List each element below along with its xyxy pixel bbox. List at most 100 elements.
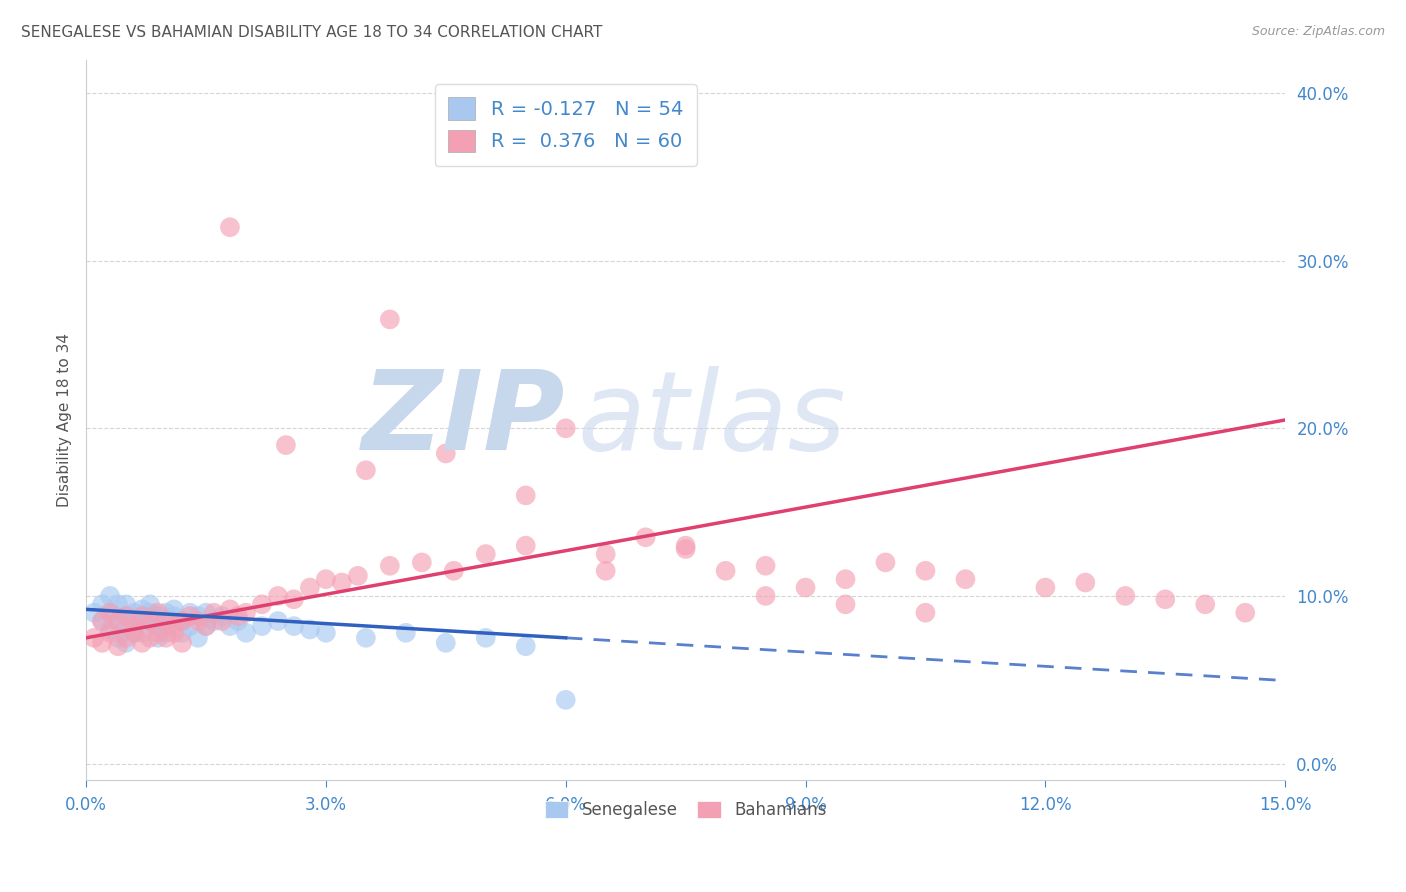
Point [98, 606, 121, 620]
Point [914, 564, 936, 578]
Point [131, 602, 153, 616]
Point [378, 312, 401, 326]
Point [91, 614, 114, 628]
Point [107, 614, 129, 628]
Point [250, 619, 273, 633]
Point [131, 625, 153, 640]
Point [195, 619, 218, 633]
Legend: Senegalese, Bahamians: Senegalese, Bahamians [538, 795, 834, 826]
Point [115, 609, 138, 624]
Point [202, 606, 225, 620]
Point [179, 606, 201, 620]
Point [98, 606, 121, 620]
Point [122, 619, 145, 633]
Point [226, 609, 249, 624]
Point [170, 614, 193, 628]
Point [1114, 589, 1136, 603]
Point [354, 463, 377, 477]
Point [475, 547, 498, 561]
Point [146, 606, 169, 620]
Point [235, 625, 257, 640]
Point [163, 625, 186, 640]
Point [170, 636, 193, 650]
Point [115, 619, 138, 633]
Point [554, 421, 576, 435]
Point [283, 592, 305, 607]
Point [434, 446, 457, 460]
Point [122, 625, 145, 640]
Point [595, 564, 617, 578]
Point [107, 597, 129, 611]
Point [274, 438, 297, 452]
Point [834, 572, 856, 586]
Point [83, 606, 105, 620]
Point [211, 614, 233, 628]
Point [170, 614, 193, 628]
Point [139, 606, 162, 620]
Point [634, 530, 657, 544]
Point [354, 631, 377, 645]
Point [155, 606, 177, 620]
Point [115, 609, 138, 624]
Point [443, 564, 465, 578]
Point [755, 589, 778, 603]
Point [267, 589, 290, 603]
Point [187, 609, 209, 624]
Point [179, 619, 201, 633]
Point [155, 614, 177, 628]
Point [163, 609, 186, 624]
Point [83, 631, 105, 645]
Point [219, 619, 242, 633]
Point [139, 597, 162, 611]
Point [554, 693, 576, 707]
Point [122, 606, 145, 620]
Point [395, 625, 418, 640]
Point [139, 614, 162, 628]
Point [595, 547, 617, 561]
Point [315, 625, 337, 640]
Point [139, 631, 162, 645]
Point [107, 614, 129, 628]
Point [98, 589, 121, 603]
Point [91, 597, 114, 611]
Point [714, 564, 737, 578]
Point [155, 625, 177, 640]
Point [434, 636, 457, 650]
Point [146, 625, 169, 640]
Point [411, 556, 433, 570]
Point [250, 597, 273, 611]
Point [755, 558, 778, 573]
Point [347, 569, 370, 583]
Point [515, 539, 537, 553]
Point [146, 631, 169, 645]
Point [98, 625, 121, 640]
Point [170, 625, 193, 640]
Point [195, 606, 218, 620]
Point [235, 606, 257, 620]
Point [115, 631, 138, 645]
Point [187, 631, 209, 645]
Text: SENEGALESE VS BAHAMIAN DISABILITY AGE 18 TO 34 CORRELATION CHART: SENEGALESE VS BAHAMIAN DISABILITY AGE 18… [21, 25, 602, 40]
Point [1074, 575, 1097, 590]
Point [163, 602, 186, 616]
Point [146, 619, 169, 633]
Point [675, 539, 697, 553]
Point [122, 614, 145, 628]
Point [1194, 597, 1216, 611]
Point [131, 636, 153, 650]
Point [155, 631, 177, 645]
Text: ZIP: ZIP [363, 367, 565, 474]
Point [298, 623, 321, 637]
Text: atlas: atlas [578, 367, 846, 474]
Point [875, 556, 897, 570]
Point [179, 609, 201, 624]
Point [202, 614, 225, 628]
Point [98, 623, 121, 637]
Point [675, 541, 697, 556]
Point [195, 619, 218, 633]
Point [91, 636, 114, 650]
Point [315, 572, 337, 586]
Point [226, 614, 249, 628]
Text: Source: ZipAtlas.com: Source: ZipAtlas.com [1251, 25, 1385, 38]
Point [834, 597, 856, 611]
